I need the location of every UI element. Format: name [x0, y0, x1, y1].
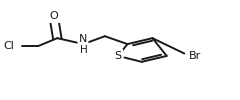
Text: H: H — [80, 44, 87, 54]
Text: Br: Br — [189, 51, 202, 61]
Text: O: O — [49, 12, 58, 22]
Text: S: S — [114, 51, 121, 61]
Text: Cl: Cl — [4, 41, 14, 51]
Text: N: N — [79, 34, 88, 44]
